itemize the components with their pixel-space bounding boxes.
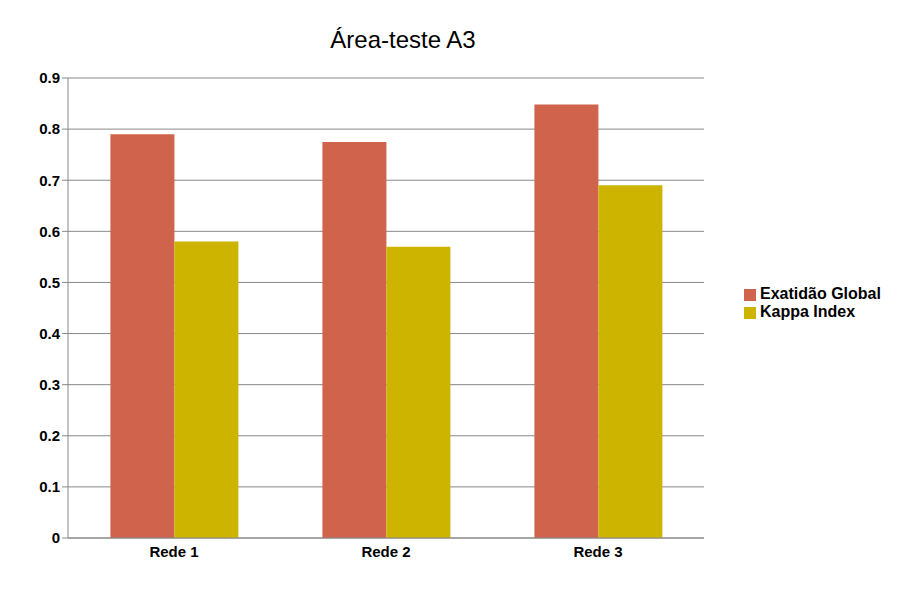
html-text:Exatidão Global: Exatidão Global [760,285,881,302]
svg-text:0.4: 0.4 [39,325,61,342]
svg-text:Rede 3: Rede 3 [573,543,622,560]
svg-text:Rede 2: Rede 2 [361,543,410,560]
svg-text:0.8: 0.8 [39,120,60,137]
svg-text:0.1: 0.1 [39,478,60,495]
svg-text:0.5: 0.5 [39,274,60,291]
svg-text:0.7: 0.7 [39,172,60,189]
svg-text:0.3: 0.3 [39,376,60,393]
svg-text:0.2: 0.2 [39,427,60,444]
svg-text:0: 0 [52,529,60,546]
svg-text:Rede 1: Rede 1 [149,543,198,560]
html-text:Área-teste A3: Área-teste A3 [330,26,476,53]
html-text:Kappa Index: Kappa Index [760,303,856,320]
svg-text:0.6: 0.6 [39,223,60,240]
svg-text:0.9: 0.9 [39,69,60,86]
